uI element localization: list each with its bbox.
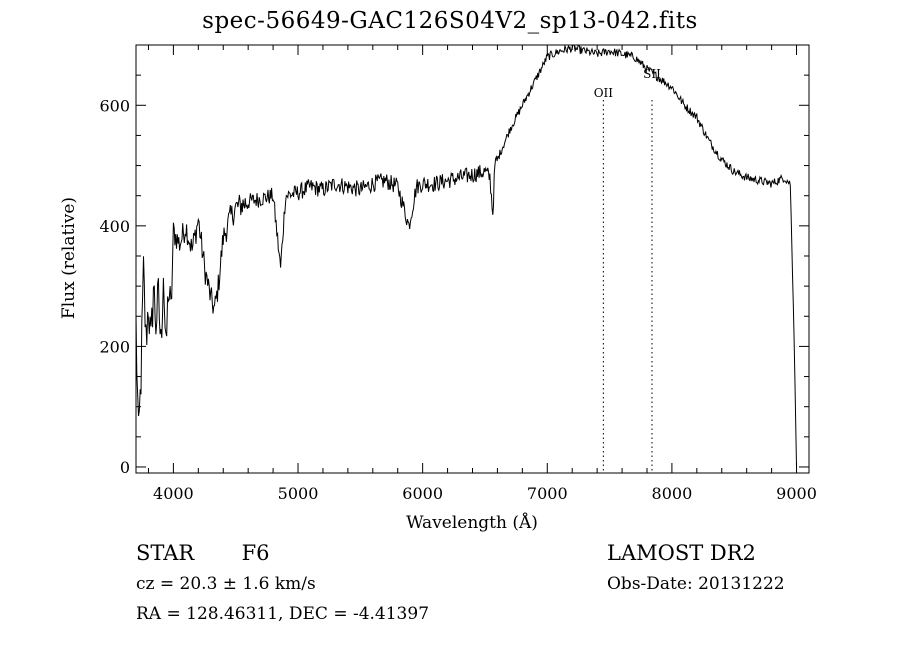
y-tick-label: 0	[120, 458, 130, 477]
x-tick-label: 6000	[402, 484, 443, 503]
y-tick-label: 400	[99, 217, 130, 236]
obs-date-label: Obs-Date: 20131222	[607, 574, 785, 594]
redshift-label: cz = 20.3 ± 1.6 km/s	[136, 574, 316, 594]
annotation-label: SII	[643, 67, 661, 81]
object-subclass: F6	[241, 541, 270, 565]
y-tick-label: 600	[99, 96, 130, 115]
object-class-label: STAR F6	[136, 541, 270, 565]
coordinates-label: RA = 128.46311, DEC = -4.41397	[136, 604, 430, 624]
x-tick-label: 5000	[278, 484, 319, 503]
x-axis-label: Wavelength (Å)	[406, 512, 538, 533]
annotation-label: OII	[594, 86, 614, 100]
y-axis-label: Flux (relative)	[59, 197, 79, 319]
survey-label: LAMOST DR2	[607, 541, 756, 565]
x-tick-label: 8000	[652, 484, 693, 503]
x-tick-label: 7000	[527, 484, 568, 503]
y-tick-label: 200	[99, 337, 130, 356]
object-class: STAR	[136, 541, 195, 565]
spectrum-line	[135, 44, 797, 468]
chart-title: spec-56649-GAC126S04V2_sp13-042.fits	[202, 8, 698, 34]
x-tick-label: 9000	[776, 484, 817, 503]
x-tick-label: 4000	[153, 484, 194, 503]
plot-frame	[135, 44, 810, 474]
